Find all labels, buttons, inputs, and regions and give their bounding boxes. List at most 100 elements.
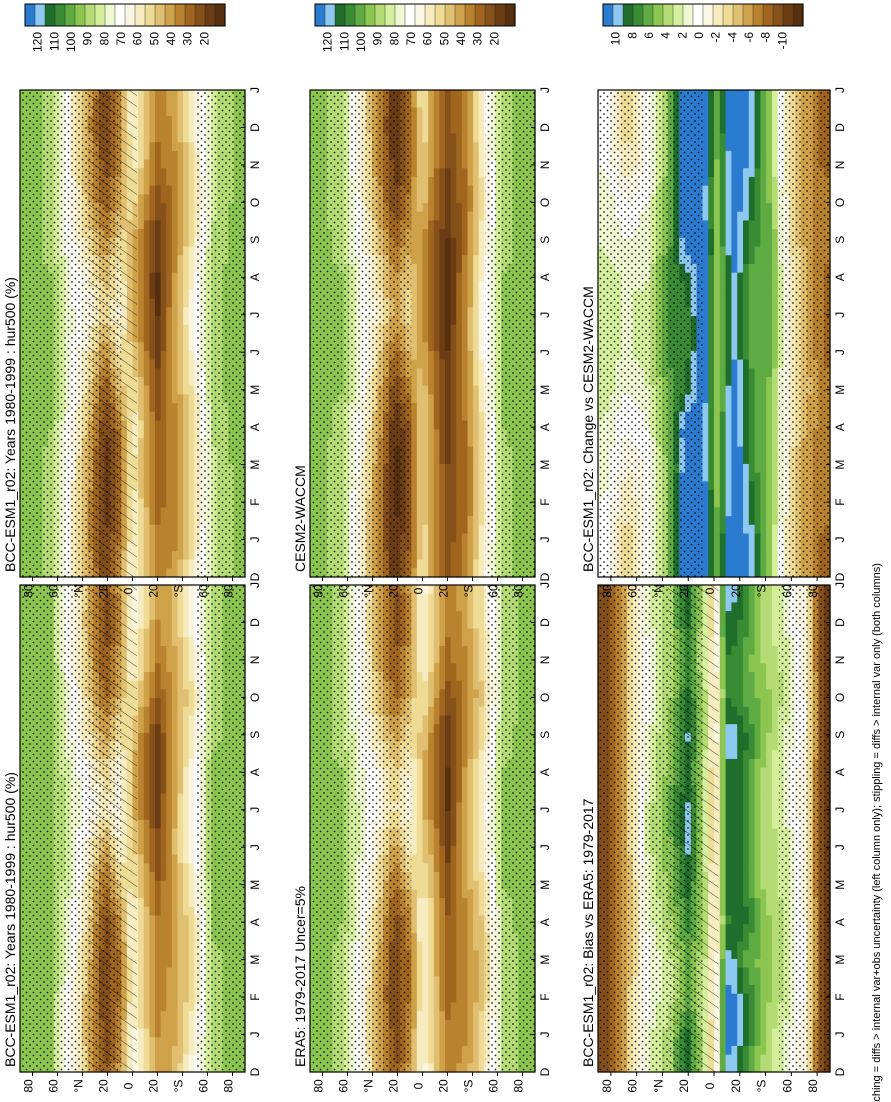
heatmap-cell <box>160 1019 167 1030</box>
heatmap-cell <box>183 498 190 509</box>
heatmap-cell <box>149 628 156 638</box>
heatmap-cell <box>149 680 156 690</box>
heatmap-cell <box>171 185 179 195</box>
heatmap-cell <box>188 863 195 873</box>
heatmap-cell <box>166 611 173 621</box>
heatmap-cell <box>188 542 195 552</box>
month-tick-label: A <box>248 918 262 926</box>
heatmap-cell <box>183 272 190 282</box>
heatmap-cell <box>177 542 184 552</box>
heatmap-cell <box>166 176 173 187</box>
heatmap-cell <box>188 1045 195 1056</box>
heatmap-cell <box>155 176 162 187</box>
heatmap-cell <box>155 203 162 213</box>
heatmap-cell <box>188 350 195 361</box>
heatmap-cell <box>155 168 162 178</box>
heatmap-cell <box>143 203 150 213</box>
heatmap-cell <box>177 932 184 943</box>
heatmap-cell <box>171 906 179 917</box>
heatmap-cell <box>183 619 190 630</box>
heatmap-cell <box>160 680 167 690</box>
heatmap-cell <box>155 133 162 143</box>
heatmap-cell <box>188 880 195 890</box>
heatmap-cell <box>188 698 195 708</box>
heatmap-cell <box>183 90 190 100</box>
heatmap-cell <box>160 568 167 578</box>
heatmap-cell <box>160 785 167 795</box>
heatmap-cell <box>171 324 179 335</box>
heatmap-cell <box>138 845 145 856</box>
heatmap-cell <box>143 924 150 934</box>
heatmap-cell <box>149 758 156 769</box>
heatmap-cell <box>138 455 145 465</box>
heatmap-cell <box>155 142 162 152</box>
heatmap-cell <box>177 168 184 178</box>
heatmap-cell <box>183 1045 190 1056</box>
heatmap-cell <box>166 281 173 291</box>
heatmap-cell <box>166 90 173 100</box>
month-tick-label: D <box>248 572 262 581</box>
heatmap-cell <box>155 516 162 526</box>
heatmap-cell <box>188 837 195 847</box>
heatmap-cell <box>138 628 145 638</box>
heatmap-cell <box>188 142 195 152</box>
heatmap-cell <box>155 124 162 135</box>
heatmap-cell <box>183 802 190 812</box>
heatmap-cell <box>138 472 145 482</box>
heatmap-cell <box>149 689 156 699</box>
heatmap-cell <box>138 689 145 699</box>
heatmap-cell <box>149 533 156 543</box>
heatmap-cell <box>149 394 156 404</box>
heatmap-cell <box>177 559 184 569</box>
heatmap-cell <box>143 941 150 951</box>
heatmap-cell <box>166 359 173 369</box>
heatmap-cell <box>143 455 150 465</box>
heatmap-cell <box>138 342 145 352</box>
heatmap-cell <box>155 585 162 595</box>
heatmap-cell <box>171 246 179 256</box>
heatmap-cell <box>149 298 156 309</box>
heatmap-cell <box>143 993 150 1004</box>
heatmap-cell <box>138 490 145 500</box>
heatmap-cell <box>138 793 145 804</box>
heatmap-cell <box>188 255 195 265</box>
heatmap-cell <box>188 950 195 960</box>
heatmap-cell <box>138 819 145 830</box>
heatmap-cell <box>160 533 167 543</box>
colorbar: 120 110 100 90 80 70 60 50 40 30 20 <box>24 3 226 52</box>
heatmap-cell <box>171 1063 179 1073</box>
heatmap-cell <box>160 915 167 925</box>
heatmap-cell <box>171 516 179 526</box>
colorbar-swatch <box>124 3 136 27</box>
heatmap-cell <box>138 150 145 161</box>
heatmap-cell <box>155 776 162 786</box>
heatmap-cell <box>155 403 162 413</box>
heatmap-cell <box>188 993 195 1004</box>
heatmap-cell <box>143 654 150 664</box>
heatmap-cell <box>183 724 190 734</box>
heatmap-cell <box>177 185 184 195</box>
heatmap-cell <box>155 950 162 960</box>
heatmap-panel-1: 80 60 °N 20 0 20 °S 60 80DJFMAMJJASONDJBCC-ESM1_… <box>2 3 262 598</box>
heatmap-cell <box>171 654 179 664</box>
heatmap-cell <box>166 750 173 760</box>
heatmap-cell <box>183 602 190 612</box>
heatmap-cell <box>177 611 184 621</box>
heatmap-cell <box>171 706 179 717</box>
heatmap-cell <box>183 863 190 873</box>
heatmap-cell <box>166 758 173 769</box>
heatmap-cell <box>149 446 156 456</box>
heatmap-cell <box>138 516 145 526</box>
heatmap-cell <box>188 524 195 535</box>
heatmap-cell <box>155 915 162 925</box>
colorbar-swatch <box>134 3 146 27</box>
heatmap-cell <box>183 767 190 777</box>
heatmap-cell <box>188 985 195 995</box>
heatmap-cell <box>188 906 195 917</box>
heatmap-cell <box>160 854 167 864</box>
heatmap-cell <box>177 446 184 456</box>
heatmap-cell <box>171 403 179 413</box>
heatmap-cell <box>143 845 150 856</box>
heatmap-cell <box>138 1011 145 1021</box>
heatmap-cell <box>138 429 145 439</box>
